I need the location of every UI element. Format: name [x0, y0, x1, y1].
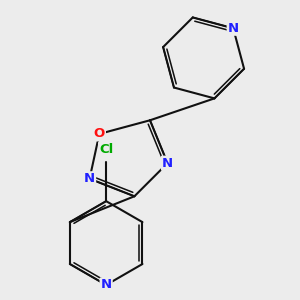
Text: N: N — [100, 278, 112, 292]
Text: N: N — [84, 172, 95, 185]
Text: O: O — [94, 128, 105, 140]
Text: Cl: Cl — [99, 143, 113, 156]
Text: N: N — [162, 157, 173, 170]
Text: N: N — [228, 22, 239, 35]
